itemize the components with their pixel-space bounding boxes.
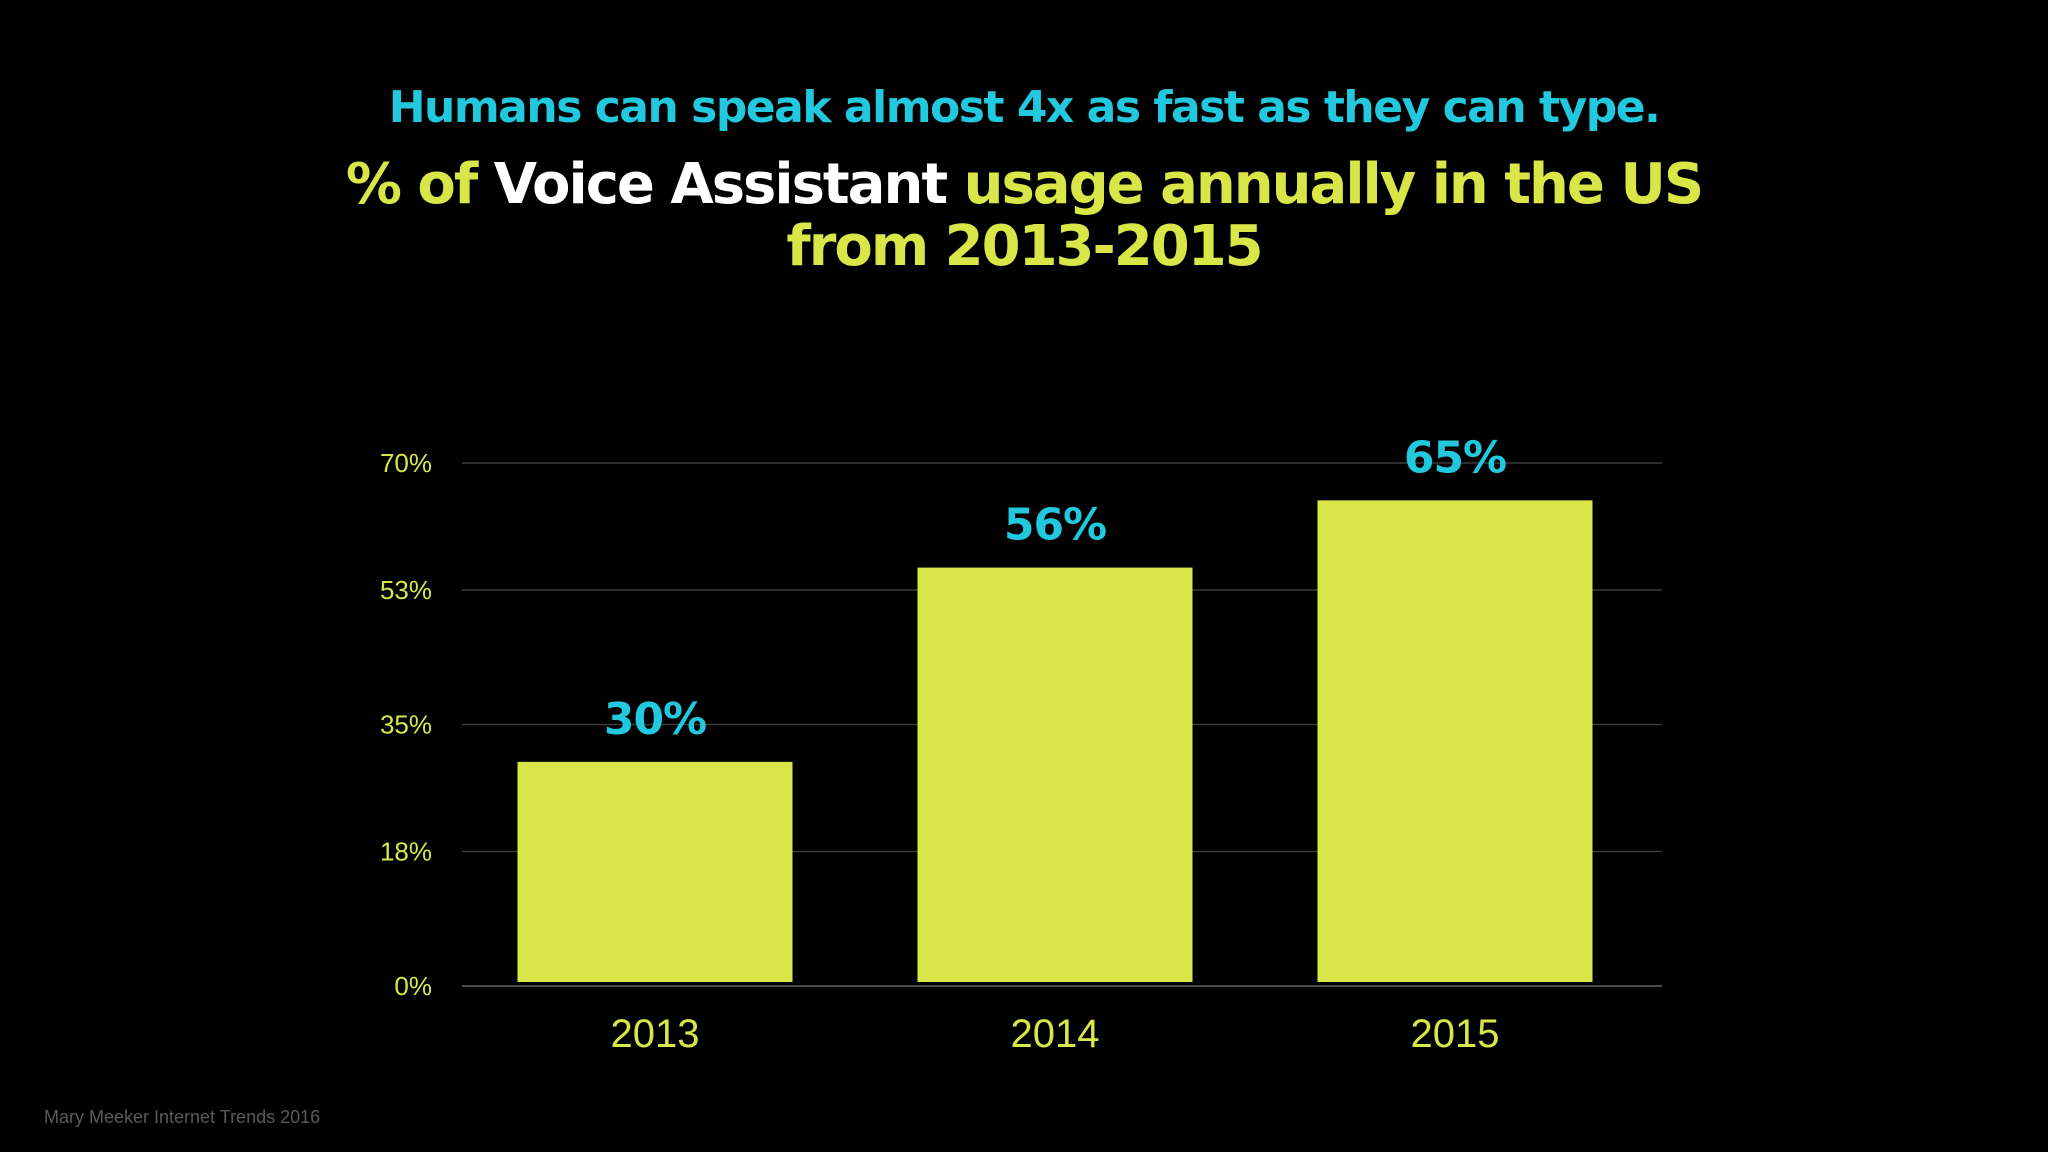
chart-title: % of Voice Assistant usage annually in t… [0,154,2048,278]
y-tick-label: 0% [394,971,432,1001]
y-tick-label: 70% [380,448,432,478]
subheading: Humans can speak almost 4x as fast as th… [388,82,1661,133]
data-label-2014: 56% [1004,500,1106,551]
y-tick-label: 18% [380,837,432,867]
title-line2: from 2013-2015 [786,214,1263,279]
data-label-2015: 65% [1404,432,1506,483]
data-labels: 30% 56% 65% [604,432,1507,745]
title-prefix: % of [345,152,494,217]
title-highlight: Voice Assistant [493,152,948,217]
x-tick-label-2014: 2014 [1011,1012,1100,1056]
bar-2014 [917,567,1193,982]
bar-2013 [517,761,793,982]
x-axis-ticks: 2013 2014 2015 [611,1012,1500,1056]
bar-2015 [1317,500,1593,982]
data-label-2013: 30% [604,694,706,745]
y-tick-label: 35% [380,710,432,740]
bars [517,500,1593,982]
y-tick-label: 53% [380,575,432,605]
title-line1-rest: usage annually in the US [946,152,1705,217]
y-axis-ticks: 0% 18% 35% 53% 70% [380,448,432,1001]
x-tick-label-2015: 2015 [1411,1012,1500,1056]
x-tick-label-2013: 2013 [611,1012,700,1056]
source-note: Mary Meeker Internet Trends 2016 [44,1107,321,1127]
